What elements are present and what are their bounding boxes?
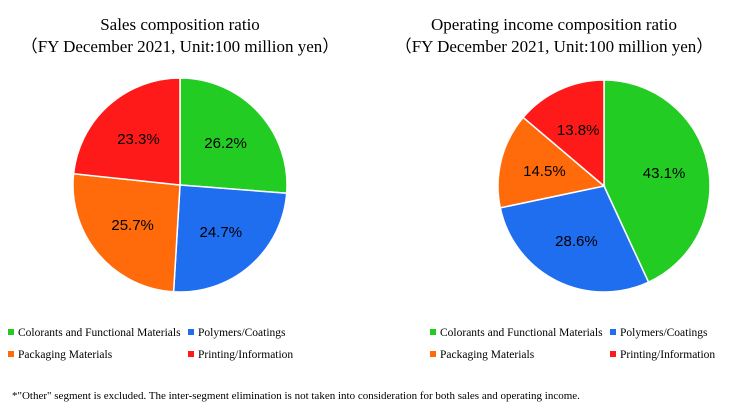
income-legend-swatch	[430, 351, 436, 358]
sales-legend-label: Colorants and Functional Materials	[18, 327, 181, 339]
income-slice-0	[603, 79, 711, 284]
income-legend-swatch	[610, 329, 616, 336]
income-legend-label: Colorants and Functional Materials	[440, 327, 603, 339]
income-legend-label: Polymers/Coatings	[620, 327, 708, 339]
income-legend-swatch	[430, 329, 436, 336]
sales-slice-0	[179, 77, 288, 195]
sales-legend-label: Polymers/Coatings	[198, 327, 286, 339]
sales-chart-subtitle: （FY December 2021, Unit:100 million yen）	[20, 37, 340, 56]
income-legend-label: Packaging Materials	[440, 349, 535, 361]
income-slice-label-0: 43.1%	[643, 165, 686, 182]
income-slice-1	[499, 185, 650, 293]
sales-legend-label: Printing/Information	[198, 349, 294, 361]
sales-legend-item: Packaging Materials	[8, 348, 112, 362]
income-legend-item: Packaging Materials	[430, 348, 534, 362]
income-slice-label-1: 28.6%	[555, 233, 598, 250]
sales-legend-item: Printing/Information	[188, 348, 293, 362]
income-slice-3	[522, 79, 605, 188]
income-legend-item: Polymers/Coatings	[610, 326, 708, 340]
income-legend-label: Printing/Information	[620, 349, 716, 361]
income-chart-title: Operating income composition ratio （FY D…	[370, 14, 738, 58]
income-slice-label-3: 13.8%	[557, 122, 600, 139]
income-legend-swatch	[610, 351, 616, 358]
sales-legend-swatch	[8, 351, 14, 358]
income-chart-subtitle: （FY December 2021, Unit:100 million yen）	[394, 37, 714, 56]
sales-chart-title-text: Sales composition ratio	[100, 15, 260, 34]
sales-slice-2	[72, 172, 181, 293]
footnote: *"Other" segment is excluded. The inter-…	[12, 390, 580, 402]
sales-slice-label-0: 26.2%	[204, 135, 247, 152]
sales-slice-3	[72, 77, 181, 186]
income-legend-item: Colorants and Functional Materials	[430, 326, 603, 340]
sales-legend-swatch	[188, 329, 194, 336]
sales-chart-title: Sales composition ratio （FY December 202…	[0, 14, 360, 58]
sales-slice-1	[172, 184, 288, 293]
income-slice-label-2: 14.5%	[523, 163, 566, 180]
sales-slice-label-1: 24.7%	[200, 224, 243, 241]
income-chart-title-text: Operating income composition ratio	[431, 15, 677, 34]
sales-legend-swatch	[188, 351, 194, 358]
sales-slice-label-2: 25.7%	[111, 217, 154, 234]
sales-legend-label: Packaging Materials	[18, 349, 113, 361]
sales-legend-item: Colorants and Functional Materials	[8, 326, 181, 340]
income-legend-item: Printing/Information	[610, 348, 715, 362]
sales-legend-item: Polymers/Coatings	[188, 326, 286, 340]
income-slice-2	[497, 116, 606, 209]
sales-legend-swatch	[8, 329, 14, 336]
sales-slice-label-3: 23.3%	[117, 131, 160, 148]
